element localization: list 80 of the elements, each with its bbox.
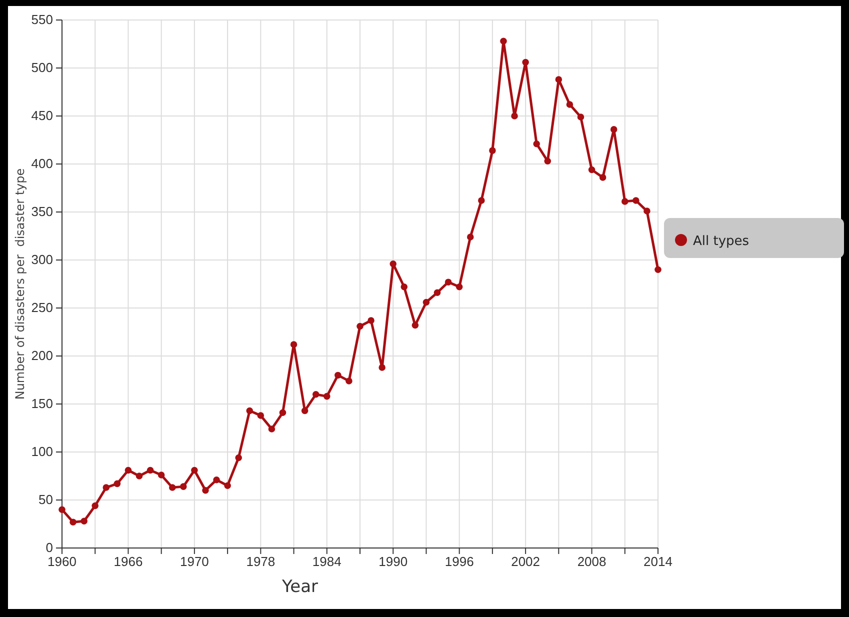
x-tick-label: 1996 — [444, 554, 474, 570]
point — [412, 322, 419, 329]
point — [356, 322, 364, 330]
point — [346, 378, 352, 384]
point — [422, 298, 430, 306]
point — [577, 114, 584, 120]
point — [168, 484, 176, 491]
x-tick-label: 1966 — [114, 554, 143, 570]
point — [80, 518, 88, 524]
y-tick-label: 150 — [31, 396, 53, 412]
point — [434, 289, 441, 296]
y-tick-label: 500 — [31, 60, 53, 76]
point — [136, 472, 143, 480]
point — [324, 392, 330, 400]
point — [444, 278, 452, 286]
point — [92, 502, 98, 510]
point — [644, 208, 650, 214]
point — [588, 166, 596, 174]
point — [102, 484, 110, 491]
point — [478, 197, 485, 204]
y-tick-label: 0 — [46, 540, 53, 556]
x-tick-label: 1970 — [180, 554, 209, 570]
point — [146, 466, 154, 474]
y-tick-label: 400 — [31, 156, 53, 172]
point — [566, 101, 574, 108]
point — [180, 483, 187, 490]
y-axis-title: Number of disasters per disaster type — [13, 168, 27, 400]
x-tick-label: 1978 — [246, 554, 276, 570]
point — [390, 260, 396, 268]
point — [456, 284, 463, 290]
x-tick-label: 2014 — [644, 554, 672, 570]
legend-label: All types — [693, 234, 750, 249]
y-tick-label: 100 — [31, 444, 53, 460]
point — [124, 466, 132, 474]
y-tick-label: 300 — [31, 252, 53, 268]
point — [224, 482, 231, 489]
point — [533, 140, 540, 148]
point — [511, 112, 518, 120]
y-tick-label: 50 — [38, 492, 53, 508]
point — [466, 234, 474, 240]
x-axis-title: Year — [281, 577, 318, 597]
point — [158, 472, 165, 478]
point — [632, 197, 640, 204]
point — [235, 454, 242, 462]
y-tick-label: 550 — [31, 12, 53, 28]
point — [368, 317, 374, 324]
point — [654, 266, 662, 273]
point — [400, 284, 408, 290]
point — [378, 364, 386, 371]
point — [191, 466, 198, 474]
point — [500, 38, 507, 44]
x-tick-label: 2002 — [511, 554, 540, 570]
point — [213, 476, 220, 484]
point — [114, 480, 121, 488]
point — [70, 518, 76, 526]
point — [301, 407, 308, 414]
x-tick-label: 2008 — [577, 554, 606, 570]
point — [246, 407, 254, 414]
point — [58, 506, 66, 513]
point — [599, 174, 606, 181]
point — [279, 409, 286, 416]
x-tick-label: 1990 — [378, 554, 408, 570]
point — [334, 372, 342, 379]
x-tick-label: 1960 — [48, 554, 76, 570]
point — [555, 76, 562, 83]
point — [522, 58, 529, 66]
y-tick-label: 250 — [31, 300, 53, 316]
point — [489, 147, 496, 154]
point — [268, 426, 276, 432]
point — [610, 126, 618, 133]
y-tick-label: 350 — [31, 204, 53, 220]
point — [312, 391, 320, 398]
y-tick-label: 450 — [31, 108, 53, 124]
y-tick-label: 200 — [31, 348, 53, 364]
point — [622, 198, 628, 205]
point — [544, 158, 552, 164]
point — [290, 341, 298, 348]
x-tick-label: 1984 — [312, 554, 342, 570]
point — [257, 412, 264, 419]
point — [202, 487, 209, 494]
